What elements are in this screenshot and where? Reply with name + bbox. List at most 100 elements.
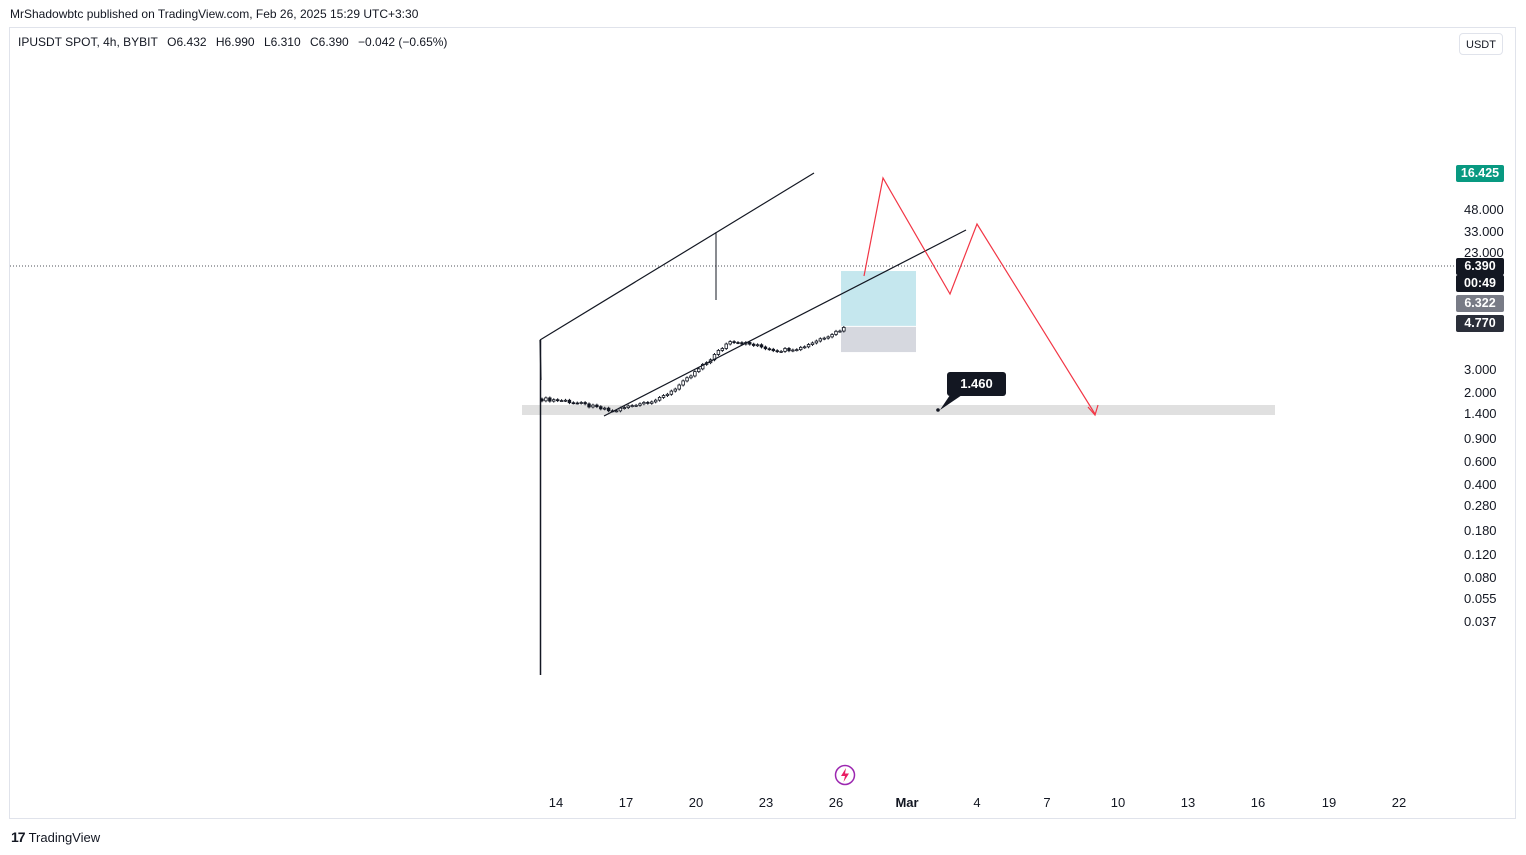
candle-body (830, 334, 834, 338)
stop-price-badge: 4.770 (1456, 315, 1504, 332)
candle-body (736, 342, 740, 344)
candle-body (767, 348, 772, 351)
candle-body (552, 399, 556, 402)
symbol-name[interactable]: IPUSDT SPOT, 4h, BYBIT (18, 35, 158, 49)
candle-body (822, 337, 826, 340)
price-callout-label[interactable]: 1.460 (947, 372, 1006, 396)
price-axis-tick: 33.000 (1464, 223, 1504, 239)
price-axis-tick: 0.900 (1464, 430, 1497, 446)
candle-body (728, 341, 732, 345)
time-axis-tick: 17 (618, 795, 634, 810)
time-axis-tick: 4 (973, 795, 981, 810)
candle-body (567, 399, 572, 404)
candle-body (689, 375, 693, 379)
candle-body (740, 342, 744, 345)
time-axis-tick: 13 (1180, 795, 1196, 810)
entry-price-badge: 6.322 (1456, 295, 1504, 312)
profit-zone (841, 271, 916, 326)
candle-body (834, 330, 838, 335)
callout-anchor (936, 408, 940, 412)
price-axis-tick: 0.400 (1464, 477, 1497, 493)
ohlc-high: H6.990 (215, 35, 255, 49)
candle-body (630, 405, 634, 407)
ohlc-change: −0.042 (−0.65%) (358, 35, 448, 49)
time-axis-tick: 14 (548, 795, 564, 810)
candle-body (787, 348, 791, 352)
channel-edge-line (539, 339, 542, 381)
candle-body (814, 340, 819, 344)
candle-body (748, 342, 752, 345)
time-axis-tick: 20 (688, 795, 704, 810)
candle-body (646, 402, 650, 404)
target-price-badge: 16.425 (1456, 165, 1504, 182)
candle-body (732, 341, 736, 344)
candle-body (599, 406, 603, 410)
candle-body (650, 401, 654, 404)
candle-body (681, 380, 685, 386)
candle-body (606, 407, 611, 412)
lightning-icon[interactable] (834, 764, 856, 786)
tradingview-logo-icon[interactable]: 17 (11, 829, 26, 845)
candle-body (818, 338, 823, 342)
loss-zone (841, 326, 916, 353)
last-price-badge: 6.390 (1456, 258, 1504, 275)
price-axis-tick: 0.055 (1464, 591, 1497, 607)
candle-body (626, 405, 630, 408)
time-axis-tick: 26 (828, 795, 844, 810)
candle-body (775, 350, 779, 353)
candle-body (657, 397, 662, 401)
time-axis-tick: 19 (1321, 795, 1337, 810)
candle-body (720, 348, 725, 351)
candle-body (716, 350, 721, 355)
price-axis-tick: 48.000 (1464, 202, 1504, 218)
candle-body (751, 343, 756, 346)
time-axis-tick: 23 (758, 795, 774, 810)
time-axis-tick: Mar (895, 795, 919, 810)
candle-body (548, 397, 552, 402)
symbol-legend: IPUSDT SPOT, 4h, BYBIT O6.432 H6.990 L6.… (18, 35, 453, 49)
candle-body (665, 393, 670, 396)
candle-body (759, 344, 764, 348)
support-zone (522, 405, 1275, 415)
candle-body (661, 395, 666, 398)
footer-brand[interactable]: TradingView (28, 829, 101, 845)
candle-body (795, 349, 799, 352)
price-axis-tick: 0.080 (1464, 569, 1497, 585)
candle-body (838, 330, 842, 333)
candle-body (614, 410, 619, 413)
time-axis-tick: 22 (1391, 795, 1407, 810)
candle-body (563, 399, 568, 402)
candle-body (579, 402, 583, 404)
channel-lower-line (603, 229, 967, 417)
candle-body (693, 371, 697, 377)
candle-body (802, 346, 807, 349)
currency-unit-button[interactable]: USDT (1459, 33, 1503, 55)
candle-body (673, 388, 677, 392)
candle-body (669, 390, 674, 395)
candle-body (559, 400, 564, 402)
candle-body (583, 402, 587, 405)
price-axis-tick: 1.400 (1464, 405, 1497, 421)
candle-body (653, 399, 658, 403)
candle-body (571, 402, 576, 405)
price-axis-tick: 2.000 (1464, 385, 1497, 400)
candle-body (763, 346, 768, 350)
price-axis-tick: 23.000 (1464, 244, 1504, 260)
candle-body (677, 384, 681, 390)
bar-countdown-badge: 00:49 (1456, 275, 1504, 292)
candle-body (555, 399, 560, 402)
time-axis-tick: 10 (1110, 795, 1126, 810)
candle-body (603, 407, 607, 410)
price-axis-tick: 0.180 (1464, 523, 1497, 539)
candle-body (755, 344, 760, 347)
candle-body (842, 326, 846, 332)
candle-body (591, 404, 595, 408)
candle-body (799, 346, 803, 351)
candle-body (779, 350, 783, 353)
channel-upper-line (539, 172, 815, 341)
candle-body (587, 403, 591, 408)
candle-body (826, 336, 830, 339)
ohlc-open: O6.432 (167, 35, 207, 49)
price-axis-tick: 0.037 (1464, 614, 1497, 630)
